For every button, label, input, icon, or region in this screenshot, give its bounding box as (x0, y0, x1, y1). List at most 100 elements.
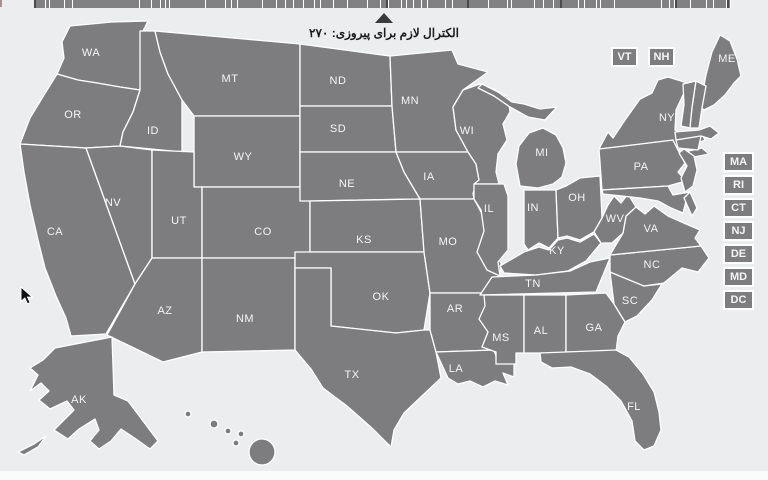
state-CT-RI[interactable] (675, 135, 702, 151)
ev-bar-segment-NJ (428, 0, 445, 8)
ev-bar-segment-OH (512, 0, 535, 8)
ev-bar-segment-ND (507, 0, 512, 8)
state-MD[interactable] (601, 185, 691, 214)
ev-bar-segment-MD (320, 0, 333, 8)
ev-bar-segment-CA (72, 0, 139, 8)
ev-bar-segment-KY (293, 0, 304, 8)
ev-bar-dark-tick (466, 0, 469, 8)
ev-bar-dark-tick (559, 0, 562, 8)
ev-bar-segment-NC (488, 0, 507, 8)
state-NC[interactable] (609, 245, 710, 287)
ev-bar-segment-OK (535, 0, 544, 8)
state-box-DE[interactable]: DE (723, 244, 754, 264)
ev-bar-segment-OR (544, 0, 553, 8)
state-MI[interactable] (515, 127, 567, 189)
state-IN[interactable] (523, 189, 559, 251)
state-IL[interactable] (473, 183, 509, 277)
ev-bar-segment-ID (232, 0, 238, 8)
ev-bar-dark-tick (386, 0, 389, 8)
ev-bar-segment-NM (445, 0, 452, 8)
ev-bar-segment-TN (601, 0, 615, 8)
state-AK[interactable] (29, 336, 159, 450)
state-MI-part1[interactable] (477, 83, 558, 121)
state-ME[interactable] (698, 34, 742, 111)
electoral-vote-bar (34, 0, 731, 8)
state-SD[interactable] (299, 105, 397, 153)
state-box-CT[interactable]: CT (723, 198, 754, 218)
state-HI-island-0[interactable] (184, 410, 192, 418)
state-HI-island-5[interactable] (248, 438, 276, 466)
state-HI-island-4[interactable] (232, 439, 240, 447)
state-FL[interactable] (539, 349, 662, 451)
state-WI[interactable] (452, 83, 511, 185)
ev-bar-segment-IA (277, 0, 285, 8)
ev-bar-segment-MT (402, 0, 407, 8)
ev-bar-segment-FL (170, 0, 206, 8)
ev-bar-segment-NH (422, 0, 428, 8)
mouse-cursor-icon (20, 287, 34, 305)
ev-bar-dark-tick (34, 0, 36, 8)
state-TN[interactable] (479, 257, 611, 296)
ev-bar-segment-RI (578, 0, 584, 8)
ev-bar-segment-MO (389, 0, 402, 8)
state-NM[interactable] (201, 257, 296, 353)
ev-bar-segment-KS (285, 0, 293, 8)
ev-bar-segment-NV (414, 0, 422, 8)
state-KS[interactable] (309, 198, 425, 253)
state-HI-island-1[interactable] (209, 419, 219, 429)
ev-bar-segment-GA (206, 0, 226, 8)
bottom-strip (0, 471, 768, 480)
ev-bar-segment-IN (263, 0, 277, 8)
ev-bar-segment-AL (34, 0, 45, 8)
ev-bar-segment-WV (706, 0, 713, 8)
ev-bar-segment-UT (662, 0, 670, 8)
state-HI-island-3[interactable] (237, 430, 245, 438)
state-CO[interactable] (201, 186, 311, 259)
ev-bar-segment-NY (452, 0, 488, 8)
state-box-NJ[interactable]: NJ (723, 221, 754, 241)
ev-bar-segment-HI (226, 0, 232, 8)
ev-bar-segment-CT (151, 0, 161, 8)
needed-to-win-label: الکترال لازم برای پیروزی: ۲۷۰ (309, 26, 459, 40)
needed-to-win-marker-icon (374, 13, 393, 23)
ev-bar-segment-MI (348, 0, 368, 8)
ev-bar-segment-MN (368, 0, 381, 8)
state-DE[interactable] (683, 191, 698, 217)
state-box-NH[interactable]: NH (648, 47, 675, 67)
state-box-DC[interactable]: DC (723, 290, 754, 310)
ev-bar-segment-DE (161, 0, 165, 8)
ev-bar-segment-AZ (50, 0, 64, 8)
ev-bar-segment-NE (407, 0, 414, 8)
ev-bar-segment-MS (381, 0, 389, 8)
ev-bar-dark-tick (727, 0, 730, 8)
state-NH[interactable] (689, 80, 707, 129)
state-box-RI[interactable]: RI (723, 175, 754, 195)
ev-bar-segment-IL (238, 0, 263, 8)
state-WV[interactable] (593, 193, 637, 244)
ev-bar-segment-WI (713, 0, 726, 8)
state-box-MD[interactable]: MD (723, 267, 754, 287)
state-NJ[interactable] (678, 148, 698, 193)
ev-bar-segment-PA (553, 0, 578, 8)
state-HI-island-2[interactable] (224, 427, 232, 435)
ev-bar-segment-CO (139, 0, 151, 8)
ev-bar-segment-ME (314, 0, 320, 8)
ev-bar-dark-tick (675, 0, 678, 8)
state-AK-part1[interactable] (17, 435, 47, 456)
ev-bar-segment-VA (674, 0, 691, 8)
ev-bar-segment-SD (596, 0, 601, 8)
ev-bar-segment-SC (584, 0, 596, 8)
ev-bar-segment-MA (333, 0, 347, 8)
state-box-MA[interactable]: MA (723, 152, 754, 172)
ev-bar-segment-DC (165, 0, 170, 8)
ev-bar-left-fragment (0, 0, 2, 7)
state-UT[interactable] (151, 149, 203, 259)
state-TX[interactable] (294, 267, 442, 448)
state-WY[interactable] (193, 115, 301, 188)
ev-bar-segment-AR (64, 0, 72, 8)
state-box-VT[interactable]: VT (611, 47, 638, 67)
state-ND[interactable] (299, 43, 393, 107)
ev-bar-segment-LA (304, 0, 314, 8)
ev-bar-segment-WA (691, 0, 706, 8)
